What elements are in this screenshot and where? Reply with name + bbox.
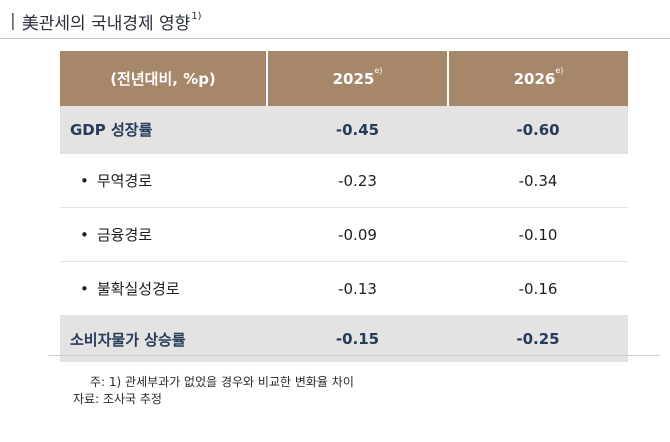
source-note: 자료: 조사국 추정 (73, 392, 162, 406)
bullet-icon: • (80, 280, 89, 298)
header-unit: (전년대비, %p) (60, 51, 267, 106)
title-text: 美관세의 국내경제 영향 (21, 13, 191, 34)
footnotes: 주: 1) 관세부과가 없었을 경우와 비교한 변화율 차이 자료: 조사국 추… (73, 374, 354, 408)
title-bar-mark: | (10, 11, 16, 31)
header-2026: 2026e) (447, 51, 628, 106)
table-row-trade: • 무역경로 -0.23 -0.34 (60, 153, 628, 208)
table-row-uncertainty: • 불확실성경로 -0.13 -0.16 (60, 261, 628, 316)
bullet-icon: • (80, 172, 89, 190)
table-row-finance: • 금융경로 -0.09 -0.10 (60, 207, 628, 262)
value-2025: -0.09 (267, 207, 448, 262)
value-2026: -0.10 (448, 207, 628, 262)
value-2026: -0.60 (448, 106, 628, 154)
value-2025: -0.13 (267, 261, 448, 316)
footnote-1: 주: 1) 관세부과가 없었을 경우와 비교한 변화율 차이 (90, 375, 354, 389)
title-footnote-mark: 1) (191, 10, 202, 22)
row-label: • 불확실성경로 (60, 261, 267, 316)
value-2025: -0.15 (267, 315, 448, 362)
value-2026: -0.16 (448, 261, 628, 316)
row-label: 소비자물가 상승률 (60, 315, 267, 362)
table-row-cpi: 소비자물가 상승률 -0.15 -0.25 (60, 315, 628, 362)
page-title: | 美관세의 국내경제 영향 1) (10, 8, 202, 34)
impact-table: (전년대비, %p) 2025e) 2026e) GDP 성장률 -0.45 -… (60, 51, 628, 362)
value-2025: -0.45 (267, 106, 448, 154)
row-label: • 무역경로 (60, 153, 267, 208)
table-bottom-divider (48, 355, 660, 356)
title-divider (0, 38, 670, 39)
row-label: • 금융경로 (60, 207, 267, 262)
bullet-icon: • (80, 226, 89, 244)
value-2026: -0.34 (448, 153, 628, 208)
value-2026: -0.25 (448, 315, 628, 362)
value-2025: -0.23 (267, 153, 448, 208)
row-label: GDP 성장률 (60, 106, 267, 154)
table-header-row: (전년대비, %p) 2025e) 2026e) (60, 51, 628, 106)
header-2025: 2025e) (266, 51, 448, 106)
table-row-gdp: GDP 성장률 -0.45 -0.60 (60, 106, 628, 154)
